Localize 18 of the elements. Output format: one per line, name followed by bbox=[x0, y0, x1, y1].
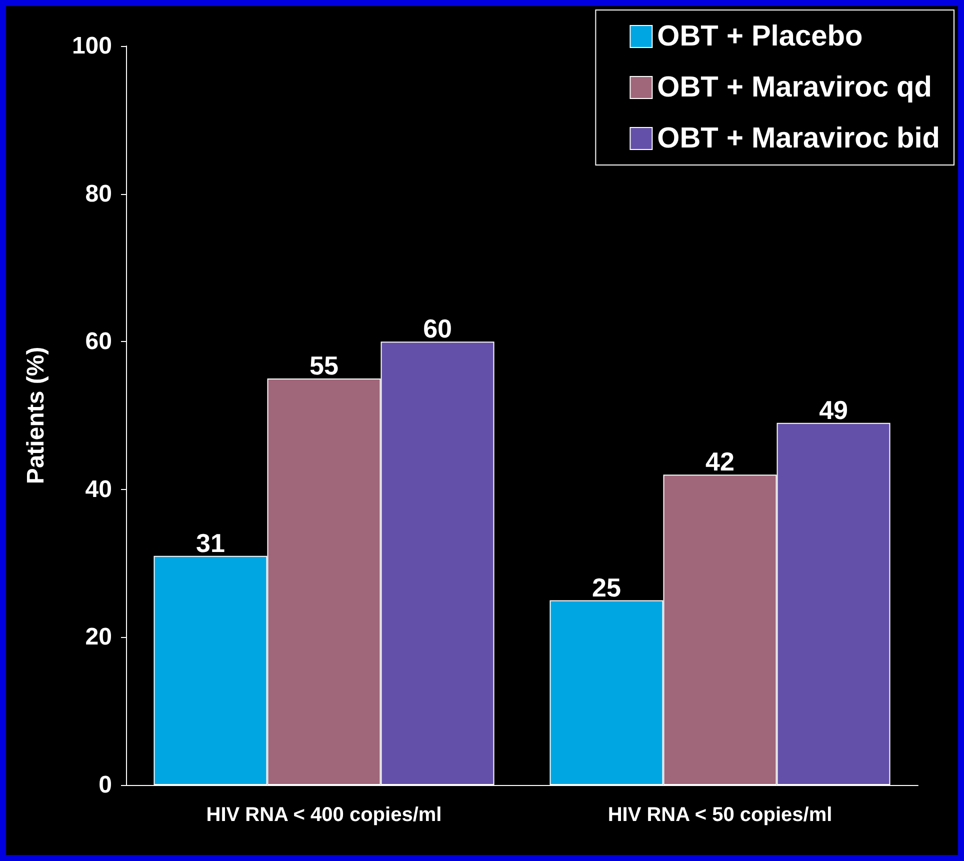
y-tick-label: 100 bbox=[72, 32, 112, 60]
legend-label: OBT + Maraviroc bid bbox=[657, 122, 940, 154]
x-tick-label: HIV RNA < 400 copies/ml bbox=[206, 804, 442, 826]
data-label: 55 bbox=[310, 350, 338, 381]
y-tick-label: 20 bbox=[85, 624, 112, 651]
y-tick-label: 0 bbox=[98, 772, 112, 798]
data-label: 31 bbox=[196, 528, 225, 558]
legend-label: OBT + Placebo bbox=[657, 20, 863, 52]
y-axis-title: Patients (%) bbox=[22, 346, 50, 484]
y-tick-label: 80 bbox=[85, 180, 112, 208]
data-label: 25 bbox=[592, 572, 621, 602]
y-tick-label: 40 bbox=[85, 476, 112, 503]
y-tick-label: 60 bbox=[85, 328, 112, 356]
data-label: 42 bbox=[706, 446, 734, 477]
x-tick-label: HIV RNA < 50 copies/ml bbox=[608, 804, 832, 826]
data-label: 60 bbox=[423, 314, 452, 344]
legend-label: OBT + Maraviroc qd bbox=[657, 72, 932, 104]
data-label: 49 bbox=[819, 394, 848, 425]
